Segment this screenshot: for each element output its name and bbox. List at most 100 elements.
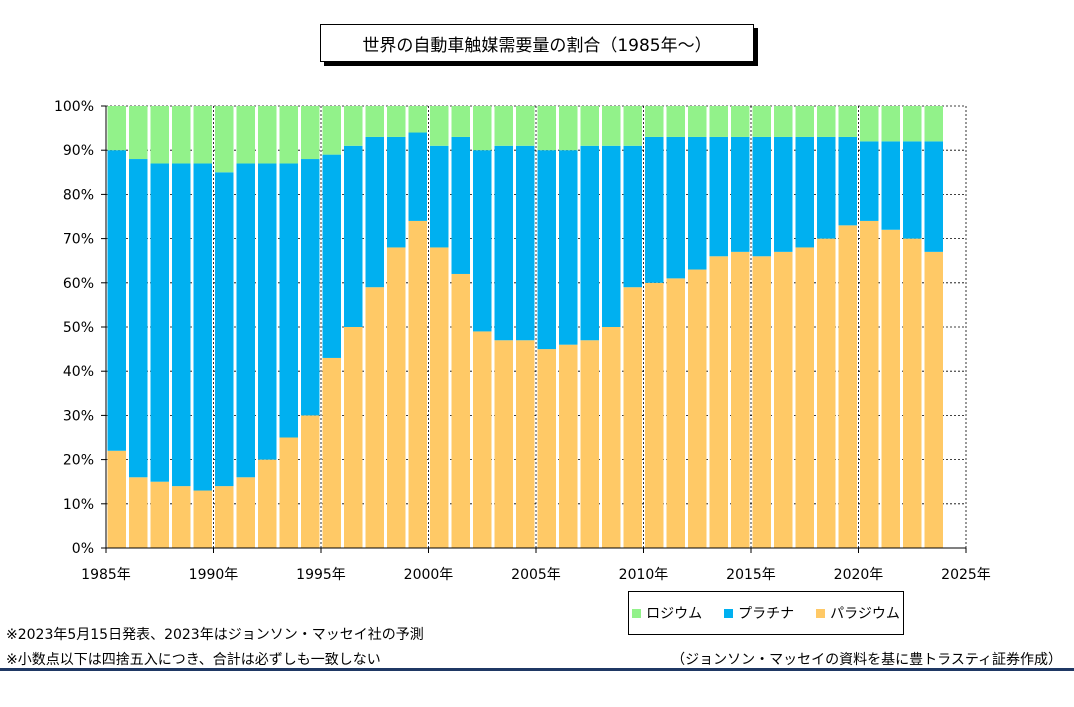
x-tick-label: 2015年 [726,567,776,583]
source-note: （ジョンソン・マッセイの資料を基に豊トラスティ証券作成） [671,652,1062,668]
bar-segment [408,220,427,549]
bar-segment [795,247,814,548]
bar-segment [881,229,900,548]
bar-segment [430,247,449,548]
x-tick-label: 1995年 [296,567,346,583]
bar-segment [774,136,793,252]
y-tick-label: 0% [72,541,94,557]
bar-segment [193,106,212,164]
y-tick-label: 90% [63,143,94,159]
bar-segment [172,163,191,487]
bar-segment [709,106,728,137]
bar-segment [301,159,320,416]
bar-segment [279,106,298,164]
bar-segment [129,106,148,160]
legend-label: ロジウム [646,606,703,622]
bar-segment [817,238,836,548]
x-tick-label: 2010年 [619,567,669,583]
bar-segment [903,141,922,239]
bar-segment [279,437,298,548]
bar-segment [494,106,513,146]
note-forecast: ※2023年5月15日発表、2023年はジョンソン・マッセイ社の予測 [6,627,424,643]
bar-segment [301,415,320,548]
bar-segment [537,106,556,151]
bar-segment [924,141,943,252]
bar-segment [258,163,277,460]
bar-segment [430,145,449,248]
bar-segment [215,172,234,487]
bar-segment [795,106,814,137]
bar-segment [215,106,234,173]
y-tick-label: 80% [63,187,94,203]
bar-segment [344,106,363,146]
bar-segment [774,106,793,137]
bar-segment [451,136,470,274]
bar-segment [279,163,298,438]
bar-segment [258,106,277,164]
bar-segment [408,106,427,133]
bar-segment [731,136,750,252]
stacked-bars [107,106,943,549]
bar-segment [258,459,277,548]
bar-segment [516,106,535,146]
bar-segment [107,450,126,548]
legend-label: パラジウム [830,606,900,622]
legend-swatch [632,608,642,618]
x-tick-label: 1990年 [189,567,239,583]
bar-segment [645,106,664,137]
bar-segment [365,106,384,137]
bar-segment [408,132,427,221]
bar-segment [322,357,341,548]
x-tick-label: 1985年 [81,567,131,583]
y-tick-label: 10% [63,497,94,513]
bar-segment [602,106,621,146]
legend-item: プラチナ [724,603,794,623]
bar-segment [881,106,900,142]
bar-segment [387,136,406,248]
bar-segment [709,256,728,548]
bar-segment [752,256,771,548]
bar-segment [387,247,406,548]
bar-segment [860,220,879,549]
bar-segment [602,327,621,548]
bar-segment [752,106,771,137]
bar-segment [645,282,664,548]
bar-segment [688,269,707,548]
bar-segment [473,150,492,332]
bar-segment [301,106,320,160]
bar-segment [129,159,148,478]
y-tick-label: 30% [63,408,94,424]
bar-segment [193,163,212,491]
bar-segment [774,251,793,549]
y-tick-label: 70% [63,232,94,248]
bar-segment [709,136,728,257]
bar-segment [752,136,771,257]
y-tick-label: 20% [63,453,94,469]
bar-segment [494,145,513,341]
bar-segment [580,340,599,548]
bar-segment [344,327,363,548]
bar-segment [537,150,556,350]
bar-segment [623,106,642,146]
bar-segment [903,106,922,142]
y-tick-label: 100% [54,99,94,115]
bar-segment [451,273,470,548]
bar-segment [537,349,556,548]
x-tick-label: 2005年 [511,567,561,583]
bar-segment [365,136,384,288]
bar-segment [838,106,857,137]
note-rounding: ※小数点以下は四捨五入につき、合計は必ずしも一致しない [6,652,381,668]
bar-segment [516,145,535,341]
chart-title-text: 世界の自動車触媒需要量の割合（1985年～） [362,35,712,56]
bar-segment [580,106,599,146]
legend: ロジウム プラチナ パラジウム [628,591,904,635]
bar-segment [924,251,943,549]
bar-segment [129,477,148,548]
bar-segment [516,340,535,548]
bar-segment [365,287,384,548]
bar-segment [559,150,578,345]
bar-segment [580,145,599,341]
bar-segment [666,136,685,279]
bar-segment [688,136,707,270]
